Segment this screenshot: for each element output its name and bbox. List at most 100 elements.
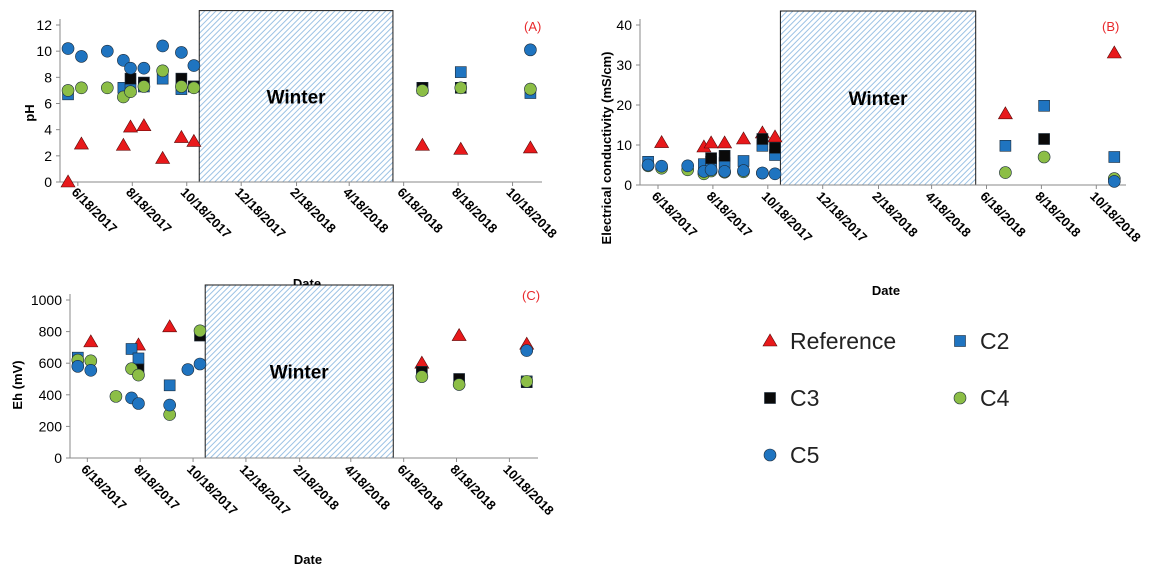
panel-b-point-c4 — [1037, 150, 1051, 164]
panel-c-x-tick-label: 10/18/2018 — [500, 462, 557, 519]
panel-c-point-reference — [83, 334, 99, 348]
panel-a-y-tick-label: 6 — [44, 96, 52, 112]
panel-a-point-c4 — [524, 82, 537, 96]
legend-item-c2: C2 — [954, 328, 1009, 354]
legend-marker-c4 — [953, 391, 967, 405]
legend-marker-c5 — [763, 448, 777, 462]
panel-a-point-c4 — [61, 84, 75, 97]
panel-a-x-tick-label: 8/18/2017 — [123, 185, 175, 237]
panel-c-point-c4 — [452, 378, 466, 391]
panel-a-y-tick-label: 10 — [36, 43, 52, 59]
panel-b-point-c5 — [1108, 175, 1121, 188]
panel-a-point-c5 — [101, 44, 114, 58]
panel-c-winter-region — [204, 284, 394, 459]
panel-b-point-c3 — [1038, 133, 1050, 145]
legend-item-c5: C5 — [763, 442, 819, 468]
panel-a-point-c4 — [156, 64, 169, 78]
panel-b-x-tick-label: 10/18/2018 — [1087, 189, 1144, 246]
panel-a-point-c5 — [187, 59, 201, 72]
panel-c-point-c4 — [415, 370, 429, 383]
legend-label-c5: C5 — [790, 442, 819, 468]
panel-a-x-tick-label: 2/18/2018 — [287, 185, 339, 237]
panel-b-winter-label: Winter — [849, 89, 909, 110]
legend-label-reference: Reference — [790, 328, 896, 354]
panel-c-x-tick-label: 2/18/2018 — [291, 462, 343, 514]
panel-a-point-reference — [173, 129, 189, 143]
panel-a-point-c4 — [454, 81, 468, 95]
panel-c-y-axis-title: Eh (mV) — [10, 360, 25, 409]
panel-c-y-tick-label: 600 — [39, 355, 63, 371]
panel-b-point-c3 — [718, 150, 731, 162]
panel-c-x-tick-label: 6/18/2017 — [78, 462, 130, 514]
panel-b-point-reference — [717, 135, 733, 149]
panel-b-x-tick-label: 12/18/2017 — [814, 189, 871, 246]
legend-label-c3: C3 — [790, 385, 819, 411]
panel-a-point-c4 — [124, 85, 137, 99]
panel-b-y-tick-label: 30 — [616, 57, 632, 73]
panel-a-y-tick-label: 8 — [44, 69, 52, 85]
panel-b-point-c5 — [737, 164, 750, 177]
legend-label-c4: C4 — [980, 385, 1010, 411]
panel-a-winter-region — [198, 10, 394, 183]
panel-b-winter-region — [779, 10, 977, 186]
panel-b-point-reference — [1106, 45, 1122, 59]
panel-a-y-tick-label: 4 — [44, 122, 52, 138]
panel-a-point-c5 — [524, 43, 537, 57]
panel-b-x-tick-label: 4/18/2018 — [922, 189, 974, 241]
panel-b-x-tick-label: 10/18/2017 — [759, 189, 816, 246]
panel-c-point-c5 — [84, 364, 98, 377]
panel-b-point-c3 — [705, 152, 717, 164]
panel-a-point-reference — [414, 137, 430, 151]
panel-b-point-c3 — [769, 142, 781, 154]
panel-a-point-reference — [122, 119, 139, 133]
panel-a-point-c4 — [75, 81, 88, 95]
panel-a-point-c3 — [124, 72, 137, 85]
panel-a-y-axis-title: pH — [22, 104, 37, 121]
panel-c-y-tick-label: 400 — [39, 387, 63, 403]
panel-a-point-reference — [453, 141, 469, 155]
panel-b-point-c5 — [718, 165, 731, 178]
panel-b-label: (B) — [1102, 19, 1119, 34]
panel-c-point-c4 — [132, 368, 145, 382]
panel-c-x-tick-label: 8/18/2017 — [131, 462, 183, 514]
panel-c-point-c5 — [193, 357, 207, 371]
panel-c-x-tick-label: 8/18/2018 — [447, 462, 499, 514]
panel-a-point-c5 — [137, 61, 151, 75]
panel-c-series-c4 — [71, 324, 534, 421]
panel-c-point-c2 — [125, 343, 138, 355]
panel-a-point-c2 — [454, 66, 467, 78]
panel-a-point-c4 — [137, 80, 151, 93]
panel-c-x-tick-label: 6/18/2018 — [395, 462, 447, 514]
panel-a-series-c4 — [61, 64, 537, 104]
panel-c-y-tick-label: 1000 — [31, 292, 62, 308]
panel-a-series-c5 — [61, 39, 537, 75]
panel-b-point-c5 — [704, 163, 718, 177]
panel-a-point-c4 — [187, 81, 201, 95]
panel-a-x-tick-label: 12/18/2017 — [232, 185, 289, 242]
legend-marker-reference — [762, 333, 778, 347]
panel-c-x-tick-label: 12/18/2017 — [237, 462, 294, 519]
panel-b: (B) Electrical conductivity (mS/cm) Date… — [599, 10, 1144, 298]
panel-c: (C) Eh (mV) Date Winter 0 200 400 600 800 1000… — [10, 284, 557, 567]
panel-b-point-c2 — [1038, 100, 1050, 112]
panel-b-x-tick-label: 2/18/2018 — [869, 189, 921, 241]
panel-a-point-c5 — [156, 39, 169, 53]
panel-c-point-c4 — [520, 375, 534, 388]
panel-b-x-axis-title: Date — [872, 283, 900, 298]
panel-c-point-reference — [162, 319, 178, 333]
panel-b-y-tick-label: 10 — [616, 137, 632, 153]
panel-c-x-tick-label: 4/18/2018 — [342, 462, 394, 514]
panel-a-point-c4 — [175, 80, 188, 93]
legend: Reference C2 C3 C4 C5 — [762, 328, 1010, 468]
panel-a-point-c4 — [416, 84, 429, 97]
panel-c-point-c5 — [132, 397, 145, 410]
panel-b-x-tick-label: 8/18/2018 — [1032, 189, 1084, 241]
panel-c-point-c4 — [109, 390, 123, 403]
panel-a-series-reference — [60, 118, 538, 188]
panel-a-y-tick-label: 0 — [44, 174, 52, 190]
panel-c-point-c5 — [163, 398, 176, 412]
panel-c-point-c2 — [163, 379, 176, 392]
